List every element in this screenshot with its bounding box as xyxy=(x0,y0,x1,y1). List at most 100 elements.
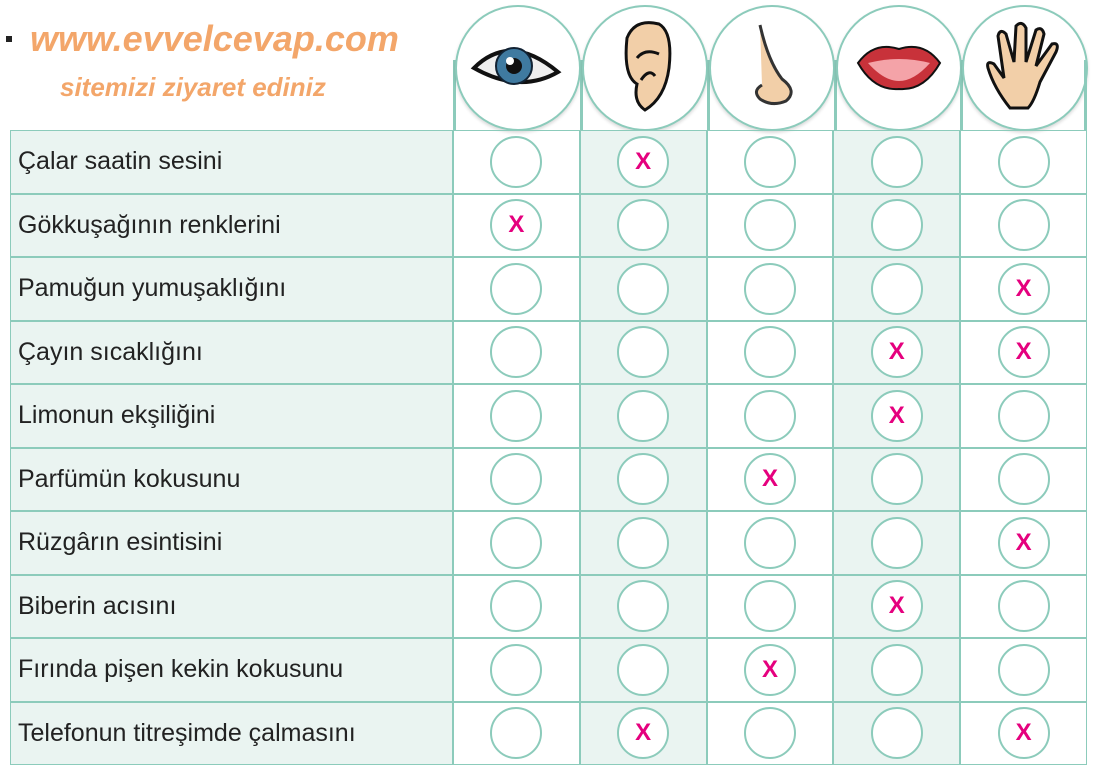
empty-circle[interactable] xyxy=(617,453,670,506)
marked-circle[interactable]: X xyxy=(997,262,1050,315)
row-label: Çalar saatin sesini xyxy=(10,130,453,194)
empty-circle[interactable] xyxy=(743,516,796,569)
empty-circle[interactable] xyxy=(870,453,923,506)
header-divider xyxy=(453,60,456,130)
marked-circle[interactable]: X xyxy=(870,580,923,633)
option-cell-hand xyxy=(960,384,1087,448)
marked-circle[interactable]: X xyxy=(617,707,670,760)
table-row: Pamuğun yumuşaklığını X xyxy=(10,257,1087,321)
x-mark: X xyxy=(761,655,778,683)
empty-circle[interactable] xyxy=(617,643,670,696)
option-cell-mouth xyxy=(833,257,961,321)
header-divider xyxy=(580,60,583,130)
x-mark: X xyxy=(635,147,652,175)
empty-circle[interactable] xyxy=(617,389,670,442)
option-cell-ear xyxy=(579,384,707,448)
nose-header xyxy=(709,5,835,131)
option-cell-eye xyxy=(453,638,580,702)
marked-circle[interactable]: X xyxy=(870,326,923,379)
option-cell-ear: X xyxy=(579,701,707,765)
empty-circle[interactable] xyxy=(490,326,543,379)
empty-circle[interactable] xyxy=(617,262,670,315)
option-cell-hand: X xyxy=(960,257,1087,321)
marked-circle[interactable]: X xyxy=(617,135,670,188)
option-cell-hand: X xyxy=(960,511,1087,575)
empty-circle[interactable] xyxy=(490,262,543,315)
marked-circle[interactable]: X xyxy=(997,326,1050,379)
option-cell-mouth xyxy=(833,701,961,765)
empty-circle[interactable] xyxy=(490,707,543,760)
option-cell-mouth xyxy=(833,638,961,702)
mouth-header xyxy=(836,5,962,131)
marked-circle[interactable]: X xyxy=(997,707,1050,760)
empty-circle[interactable] xyxy=(870,262,923,315)
option-cell-eye xyxy=(453,257,580,321)
hand-header xyxy=(962,5,1088,131)
empty-circle[interactable] xyxy=(997,580,1050,633)
empty-circle[interactable] xyxy=(617,580,670,633)
empty-circle[interactable] xyxy=(490,643,543,696)
empty-circle[interactable] xyxy=(490,135,543,188)
marked-circle[interactable]: X xyxy=(490,199,543,252)
option-cell-nose xyxy=(706,130,834,194)
bullet xyxy=(6,36,12,42)
empty-circle[interactable] xyxy=(870,707,923,760)
empty-circle[interactable] xyxy=(997,135,1050,188)
empty-circle[interactable] xyxy=(490,453,543,506)
marked-circle[interactable]: X xyxy=(743,643,796,696)
row-label: Limonun ekşiliğini xyxy=(10,384,453,448)
option-cell-nose: X xyxy=(706,638,834,702)
empty-circle[interactable] xyxy=(997,643,1050,696)
empty-circle[interactable] xyxy=(870,199,923,252)
marked-circle[interactable]: X xyxy=(870,389,923,442)
empty-circle[interactable] xyxy=(617,326,670,379)
option-cell-nose xyxy=(706,384,834,448)
empty-circle[interactable] xyxy=(743,262,796,315)
x-mark: X xyxy=(1015,338,1032,366)
option-cell-ear xyxy=(579,574,707,638)
option-cell-eye xyxy=(453,511,580,575)
empty-circle[interactable] xyxy=(743,580,796,633)
option-cell-eye xyxy=(453,130,580,194)
empty-circle[interactable] xyxy=(997,389,1050,442)
row-label: Çayın sıcaklığını xyxy=(10,320,453,384)
header-divider xyxy=(834,60,837,130)
empty-circle[interactable] xyxy=(870,516,923,569)
table-row: Çayın sıcaklığını X X xyxy=(10,320,1087,384)
empty-circle[interactable] xyxy=(743,389,796,442)
empty-circle[interactable] xyxy=(617,199,670,252)
marked-circle[interactable]: X xyxy=(743,453,796,506)
empty-circle[interactable] xyxy=(997,199,1050,252)
header-divider xyxy=(960,60,963,130)
x-mark: X xyxy=(888,338,905,366)
empty-circle[interactable] xyxy=(870,135,923,188)
option-cell-eye xyxy=(453,574,580,638)
empty-circle[interactable] xyxy=(617,516,670,569)
empty-circle[interactable] xyxy=(490,580,543,633)
option-cell-hand: X xyxy=(960,320,1087,384)
hand-icon xyxy=(980,18,1070,119)
empty-circle[interactable] xyxy=(743,326,796,379)
option-cell-nose xyxy=(706,701,834,765)
empty-circle[interactable] xyxy=(743,199,796,252)
empty-circle[interactable] xyxy=(997,453,1050,506)
option-cell-mouth xyxy=(833,511,961,575)
row-label: Fırında pişen kekin kokusunu xyxy=(10,638,453,702)
empty-circle[interactable] xyxy=(743,135,796,188)
row-label: Biberin acısını xyxy=(10,574,453,638)
header-divider xyxy=(1084,60,1087,130)
option-cell-eye xyxy=(453,384,580,448)
option-cell-mouth xyxy=(833,130,961,194)
x-mark: X xyxy=(1015,274,1032,302)
ear-header xyxy=(582,5,708,131)
empty-circle[interactable] xyxy=(490,389,543,442)
table-row: Parfümün kokusunu X xyxy=(10,447,1087,511)
empty-circle[interactable] xyxy=(490,516,543,569)
empty-circle[interactable] xyxy=(743,707,796,760)
option-cell-mouth: X xyxy=(833,384,961,448)
row-label: Rüzgârın esintisini xyxy=(10,511,453,575)
marked-circle[interactable]: X xyxy=(997,516,1050,569)
empty-circle[interactable] xyxy=(870,643,923,696)
option-cell-ear: X xyxy=(579,130,707,194)
option-cell-nose xyxy=(706,320,834,384)
